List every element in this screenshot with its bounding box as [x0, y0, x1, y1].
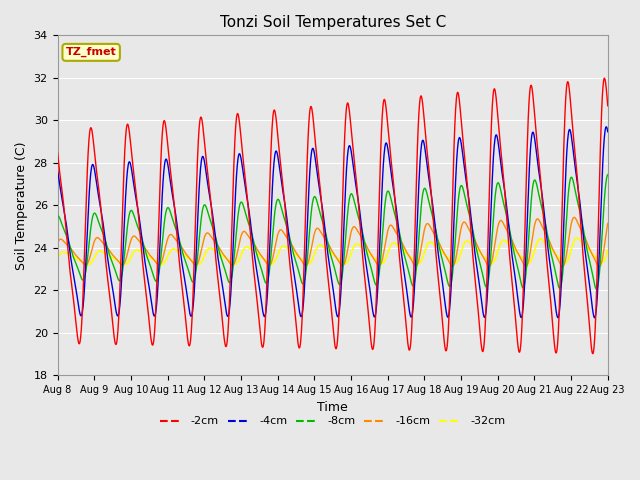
-4cm	[163, 156, 170, 162]
-2cm	[418, 96, 426, 101]
-16cm	[237, 232, 245, 238]
Title: Tonzi Soil Temperatures Set C: Tonzi Soil Temperatures Set C	[220, 15, 446, 30]
-4cm	[490, 148, 498, 154]
-2cm	[538, 199, 546, 204]
-32cm	[573, 235, 580, 241]
-8cm	[54, 213, 61, 219]
-8cm	[163, 207, 170, 213]
-8cm	[418, 197, 426, 203]
-16cm	[570, 215, 578, 220]
-16cm	[595, 264, 603, 270]
-2cm	[589, 351, 596, 357]
Line: -32cm: -32cm	[58, 238, 608, 264]
-8cm	[538, 207, 546, 213]
Text: TZ_fmet: TZ_fmet	[66, 47, 116, 58]
Y-axis label: Soil Temperature (C): Soil Temperature (C)	[15, 141, 28, 270]
-2cm	[237, 139, 245, 145]
-16cm	[538, 224, 546, 230]
-4cm	[604, 129, 612, 134]
-4cm	[602, 124, 610, 130]
Line: -16cm: -16cm	[58, 217, 608, 267]
-32cm	[177, 250, 184, 255]
-2cm	[490, 87, 498, 93]
-8cm	[490, 209, 498, 215]
-16cm	[176, 242, 184, 248]
X-axis label: Time: Time	[317, 400, 348, 413]
-2cm	[604, 103, 612, 108]
-8cm	[593, 286, 600, 292]
-16cm	[54, 240, 61, 246]
-4cm	[237, 158, 245, 164]
-4cm	[418, 140, 426, 145]
-16cm	[163, 240, 170, 246]
-16cm	[490, 248, 498, 254]
-16cm	[604, 220, 612, 226]
Line: -2cm: -2cm	[58, 78, 608, 354]
-8cm	[237, 199, 245, 205]
-2cm	[163, 130, 170, 135]
-8cm	[176, 239, 184, 245]
-32cm	[419, 256, 426, 262]
Line: -4cm: -4cm	[58, 127, 608, 318]
-32cm	[238, 251, 246, 256]
-2cm	[54, 150, 61, 156]
-32cm	[490, 258, 498, 264]
-32cm	[54, 255, 61, 261]
-2cm	[600, 75, 608, 81]
-32cm	[163, 255, 171, 261]
-32cm	[539, 238, 547, 243]
-2cm	[176, 264, 184, 270]
-4cm	[591, 315, 598, 321]
-32cm	[604, 247, 612, 253]
Legend: -2cm, -4cm, -8cm, -16cm, -32cm: -2cm, -4cm, -8cm, -16cm, -32cm	[156, 412, 510, 431]
Line: -8cm: -8cm	[58, 175, 608, 289]
-4cm	[54, 168, 61, 174]
-16cm	[418, 240, 426, 246]
-32cm	[84, 262, 92, 267]
-8cm	[604, 172, 612, 178]
-4cm	[538, 194, 546, 200]
-4cm	[176, 245, 184, 251]
